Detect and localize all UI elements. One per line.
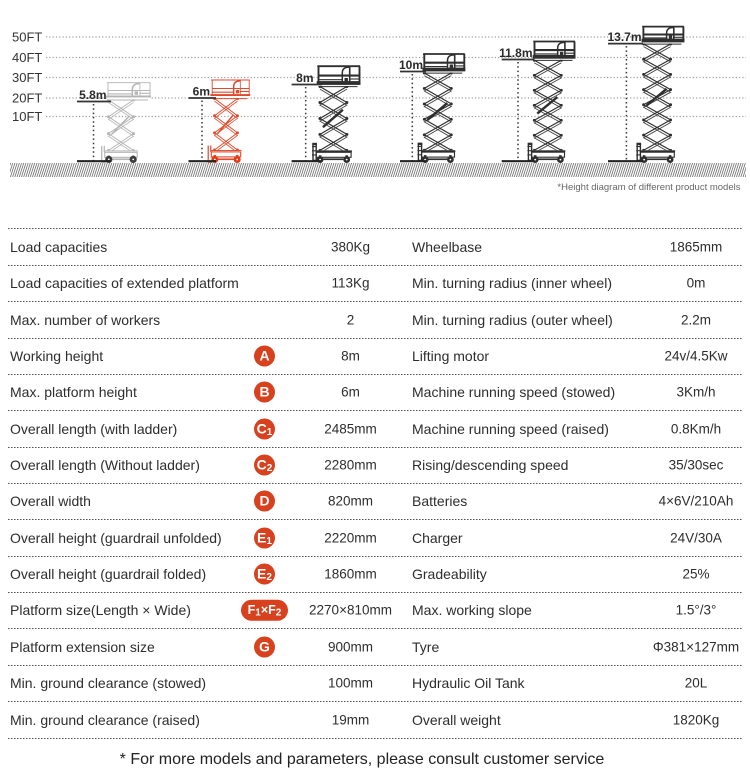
svg-text:13.7m: 13.7m xyxy=(607,30,641,44)
svg-text:30FT: 30FT xyxy=(12,70,42,85)
svg-text:20FT: 20FT xyxy=(12,91,42,106)
svg-text:40FT: 40FT xyxy=(12,50,42,65)
svg-text:6m: 6m xyxy=(193,85,210,99)
svg-text:5.8m: 5.8m xyxy=(79,88,106,102)
svg-text:*Height diagram of different p: *Height diagram of different product mod… xyxy=(557,182,740,193)
svg-text:10m: 10m xyxy=(399,58,423,72)
svg-text:8m: 8m xyxy=(296,71,313,85)
svg-text:10FT: 10FT xyxy=(12,109,42,124)
svg-text:11.8m: 11.8m xyxy=(499,46,532,60)
svg-text:50FT: 50FT xyxy=(12,30,42,45)
